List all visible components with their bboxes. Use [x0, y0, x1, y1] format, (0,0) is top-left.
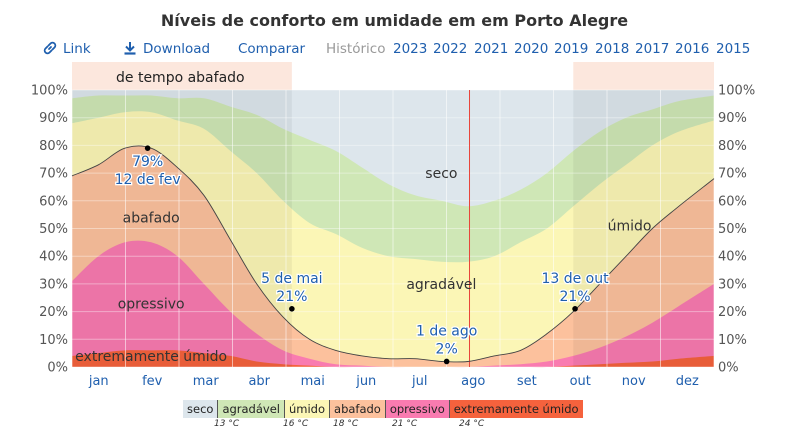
legend-item-opressivo: opressivo — [384, 400, 449, 418]
year-2017-link[interactable]: 2017 — [635, 41, 670, 57]
annotation-point-3 — [572, 306, 578, 312]
annotation-point-1 — [289, 306, 295, 312]
shaded-period-overlay-1 — [573, 90, 714, 367]
band-label-extremamente-úmido: extremamente úmido — [75, 349, 227, 365]
history-label: Histórico — [326, 41, 386, 57]
humid-boundary-line — [71, 145, 715, 363]
band-label-opressivo: opressivo — [118, 296, 185, 312]
annotation-date-2: 1 de ago — [416, 323, 477, 339]
y-tick-right-0: 0% — [718, 361, 739, 376]
y-tick-right-9: 90% — [718, 111, 747, 126]
link-button[interactable]: Link — [43, 41, 91, 57]
y-tick-right-3: 30% — [718, 277, 747, 292]
annotation-value-3: 21% — [559, 289, 590, 305]
month-label-fev: fev — [142, 374, 163, 389]
annotation-value-2: 2% — [436, 341, 458, 357]
shaded-period-band-1 — [573, 62, 714, 90]
shaded-period-label-0: de tempo abafado — [116, 70, 245, 86]
y-tick-left-3: 30% — [39, 277, 68, 292]
download-button[interactable]: Download — [123, 41, 210, 57]
compare-button[interactable]: Comparar — [238, 41, 306, 57]
legend-item-extremamente-umido: extremamente úmido — [448, 400, 583, 418]
year-2019-link[interactable]: 2019 — [554, 41, 589, 57]
download-icon — [124, 42, 136, 55]
y-tick-right-8: 80% — [718, 139, 747, 154]
y-tick-left-0: 0% — [47, 361, 68, 376]
y-tick-right-10: 100% — [718, 84, 755, 99]
annotation-value-0: 79% — [132, 154, 163, 170]
annotation-point-0 — [144, 145, 151, 151]
link-label: Link — [63, 41, 91, 57]
month-label-jun: jun — [355, 374, 376, 389]
shaded-period-overlay-0 — [72, 90, 292, 367]
y-tick-left-10: 100% — [31, 84, 68, 99]
year-2022-link[interactable]: 2022 — [433, 41, 468, 57]
humidity-comfort-chart: 0% 0% 10% 10% 20% 20% 30% 30% 40% 40% 50% 50% 60% 60%… — [31, 62, 755, 389]
y-tick-left-2: 20% — [39, 305, 68, 320]
y-tick-left-1: 10% — [39, 333, 68, 348]
month-label-abr: abr — [248, 374, 270, 389]
month-label-set: set — [517, 374, 537, 389]
year-2021-link[interactable]: 2021 — [474, 41, 509, 57]
year-2020-link[interactable]: 2020 — [514, 41, 549, 57]
legend-item-abafado: abafado — [329, 400, 385, 418]
shaded-period-band-0 — [72, 62, 292, 90]
legend: seco agradável úmido abafado opressivo e… — [183, 400, 583, 418]
month-label-out: out — [570, 374, 591, 389]
y-tick-right-5: 50% — [718, 222, 747, 237]
link-icon — [43, 41, 57, 55]
y-tick-left-6: 60% — [39, 194, 68, 209]
annotation-point-2 — [443, 358, 450, 365]
band-label-abafado: abafado — [123, 210, 180, 226]
legend-temp-16: 16 °C — [283, 419, 309, 429]
download-label: Download — [143, 41, 211, 57]
legend-item-umido: úmido — [283, 400, 330, 418]
month-label-nov: nov — [622, 374, 646, 389]
legend-item-seco: seco — [183, 400, 218, 418]
y-tick-left-7: 70% — [39, 167, 68, 182]
annotation-date-0: 12 de fev — [115, 172, 181, 188]
annotation-value-1: 21% — [276, 289, 307, 305]
chart-title: Níveis de conforto em umidade em em Port… — [160, 11, 629, 30]
year-2023-link[interactable]: 2023 — [393, 41, 428, 57]
y-tick-right-1: 10% — [718, 333, 747, 348]
legend-temp-18: 18 °C — [333, 419, 359, 429]
band-label-úmido: úmido — [608, 219, 652, 235]
toolbar: Link Download Comparar Histórico 2023 20… — [0, 41, 789, 61]
annotation-date-3: 13 de out — [541, 271, 609, 287]
band-label-seco: seco — [425, 166, 457, 182]
y-tick-right-7: 70% — [718, 167, 747, 182]
month-label-mar: mar — [193, 374, 220, 389]
y-tick-right-2: 20% — [718, 305, 747, 320]
y-tick-left-4: 40% — [39, 250, 68, 265]
legend-temp-24: 24 °C — [459, 419, 485, 429]
month-label-dez: dez — [676, 374, 699, 389]
band-label-agradável: agradável — [406, 277, 476, 293]
month-label-jan: jan — [88, 374, 109, 389]
legend-temp-13: 13 °C — [214, 419, 240, 429]
y-tick-left-5: 50% — [39, 222, 68, 237]
y-tick-right-6: 60% — [718, 194, 747, 209]
year-2015-link[interactable]: 2015 — [716, 41, 751, 57]
year-2016-link[interactable]: 2016 — [675, 41, 710, 57]
y-tick-right-4: 40% — [718, 250, 747, 265]
legend-item-agradavel: agradável — [217, 400, 284, 418]
y-tick-left-9: 90% — [39, 111, 68, 126]
month-label-ago: ago — [461, 374, 485, 389]
month-label-mai: mai — [301, 374, 325, 389]
y-tick-left-8: 80% — [39, 139, 68, 154]
year-2018-link[interactable]: 2018 — [595, 41, 630, 57]
month-label-jul: jul — [411, 374, 427, 389]
legend-temp-21: 21 °C — [392, 419, 418, 429]
annotation-date-1: 5 de mai — [261, 271, 322, 287]
